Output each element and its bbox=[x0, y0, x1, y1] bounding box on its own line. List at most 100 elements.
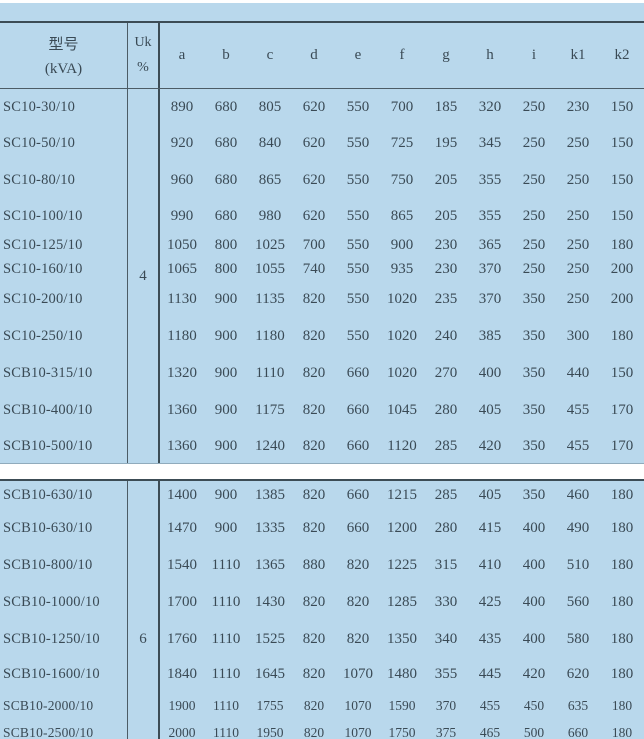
dimension-value: 820 bbox=[346, 557, 370, 573]
table-separator bbox=[0, 464, 644, 479]
dimension-value: 620 bbox=[302, 98, 326, 115]
model-cell: SCB10-630/10 bbox=[3, 486, 93, 503]
model-cell: SCB10-1600/10 bbox=[3, 666, 100, 682]
dimension-value: 1760 bbox=[167, 630, 197, 647]
dimension-row: 1320 900 1110 820 660 1020 270 400 350 440 150 bbox=[160, 355, 644, 392]
dimension-value: 150 bbox=[610, 135, 634, 151]
dimension-column-headers: a b c d e f g h i k1 k2 bbox=[160, 23, 644, 88]
dimension-value: 370 bbox=[435, 697, 457, 713]
dimension-value: 400 bbox=[522, 557, 546, 573]
dimension-value: 620 bbox=[302, 207, 326, 224]
dimension-value: 180 bbox=[610, 557, 634, 573]
dimension-value: 410 bbox=[478, 557, 502, 573]
dimension-value: 200 bbox=[610, 260, 634, 277]
dimension-value: 250 bbox=[522, 135, 546, 151]
dimension-value: 1110 bbox=[213, 725, 239, 739]
model-cell: SC10-30/10 bbox=[3, 98, 76, 115]
dimension-row: 1760 1110 1525 820 820 1350 340 435 400 580 180 bbox=[160, 621, 644, 657]
dimension-value: 900 bbox=[390, 236, 414, 253]
dimension-value: 820 bbox=[302, 365, 326, 381]
dimension-value: 820 bbox=[302, 437, 326, 454]
dimension-value: 680 bbox=[214, 172, 238, 188]
dimension-value: 900 bbox=[214, 486, 238, 503]
dimension-value: 900 bbox=[214, 328, 238, 344]
dimension-value: 150 bbox=[610, 98, 634, 115]
dimension-value: 820 bbox=[346, 594, 370, 610]
dimension-value: 455 bbox=[566, 402, 590, 418]
dimension-value: 820 bbox=[302, 328, 326, 344]
dimension-value: 370 bbox=[478, 260, 502, 277]
model-cell: SC10-160/10 bbox=[3, 260, 83, 277]
dimension-value: 180 bbox=[610, 486, 634, 503]
dimension-value: 300 bbox=[566, 328, 590, 344]
dimension-value: 1065 bbox=[167, 260, 197, 277]
dimension-value: 405 bbox=[478, 486, 502, 503]
dimension-value: 465 bbox=[479, 725, 501, 739]
dimension-value: 270 bbox=[434, 365, 458, 381]
model-column-header: 型号 (kVA) bbox=[0, 23, 128, 88]
dimension-value: 375 bbox=[435, 725, 457, 739]
dimension-value: 350 bbox=[522, 486, 546, 503]
dimension-value: 1050 bbox=[167, 236, 197, 253]
dimension-value: 1215 bbox=[387, 486, 417, 503]
dimension-value: 820 bbox=[302, 666, 326, 682]
dimension-value: 660 bbox=[346, 519, 370, 536]
dimension-value: 385 bbox=[478, 328, 502, 344]
dimension-value: 180 bbox=[610, 630, 634, 647]
dimension-value: 1320 bbox=[167, 365, 197, 381]
model-cell: SCB10-315/10 bbox=[3, 365, 93, 381]
dimension-value: 1335 bbox=[255, 519, 285, 536]
dimension-value: 350 bbox=[522, 291, 546, 307]
dimension-value: 550 bbox=[346, 135, 370, 151]
dimension-value: 180 bbox=[610, 594, 634, 610]
dimension-value: 2000 bbox=[168, 725, 196, 739]
dimension-value: 180 bbox=[610, 666, 634, 682]
dimension-value: 230 bbox=[566, 98, 590, 115]
dimension-value: 185 bbox=[434, 98, 458, 115]
model-cell: SC10-50/10 bbox=[3, 135, 76, 151]
uk-column: 4 bbox=[128, 89, 160, 463]
dimension-value: 1400 bbox=[167, 486, 197, 503]
dimension-value: 1365 bbox=[255, 557, 285, 573]
dimension-value: 250 bbox=[522, 172, 546, 188]
dimension-value: 400 bbox=[522, 594, 546, 610]
dimension-value: 1470 bbox=[167, 519, 197, 536]
dimension-value: 490 bbox=[566, 519, 590, 536]
dimension-value: 820 bbox=[302, 630, 326, 647]
dimension-value: 1045 bbox=[387, 402, 417, 418]
dimension-value: 680 bbox=[214, 135, 238, 151]
dimension-value: 680 bbox=[214, 207, 238, 224]
dimension-value: 935 bbox=[390, 260, 414, 277]
dimension-value: 725 bbox=[390, 135, 414, 151]
dimension-value: 500 bbox=[523, 725, 545, 739]
table-body-uk4: SC10-30/10 SC10-50/10 SC10-80/10 SC10-100/1… bbox=[0, 89, 644, 463]
dimension-value: 550 bbox=[346, 260, 370, 277]
dim-header-d: d bbox=[310, 47, 318, 63]
dimension-value: 840 bbox=[258, 135, 282, 151]
dimension-value: 1590 bbox=[388, 697, 416, 713]
dimension-value: 235 bbox=[434, 291, 458, 307]
dimension-value: 400 bbox=[478, 365, 502, 381]
dimension-row: 960 680 865 620 550 750 205 355 250 250 150 bbox=[160, 162, 644, 199]
dimension-value: 1645 bbox=[255, 666, 285, 682]
model-cell: SCB10-400/10 bbox=[3, 402, 93, 418]
model-cell: SCB10-2500/10 bbox=[3, 725, 94, 739]
dimension-value: 900 bbox=[214, 402, 238, 418]
dimension-row: 1840 1110 1645 820 1070 1480 355 445 420 620 180 bbox=[160, 657, 644, 692]
dimension-value: 1225 bbox=[387, 557, 417, 573]
dim-header-g: g bbox=[442, 47, 450, 63]
dimension-value: 660 bbox=[346, 365, 370, 381]
dimension-row: 1050 800 1025 700 550 900 230 365 250 250 180 bbox=[160, 233, 644, 257]
uk-value: 6 bbox=[139, 631, 147, 647]
dimension-value: 560 bbox=[566, 594, 590, 610]
model-cell: SC10-200/10 bbox=[3, 291, 83, 307]
dimension-value: 1750 bbox=[388, 725, 416, 739]
dimension-value: 680 bbox=[214, 98, 238, 115]
dimension-value: 370 bbox=[478, 291, 502, 307]
dim-header-e: e bbox=[354, 47, 362, 63]
dimension-value: 230 bbox=[434, 236, 458, 253]
dimension-value: 320 bbox=[478, 98, 502, 115]
model-header-label: 型号 bbox=[48, 37, 79, 53]
dimension-value: 920 bbox=[170, 135, 194, 151]
dimension-value: 1070 bbox=[344, 697, 372, 713]
